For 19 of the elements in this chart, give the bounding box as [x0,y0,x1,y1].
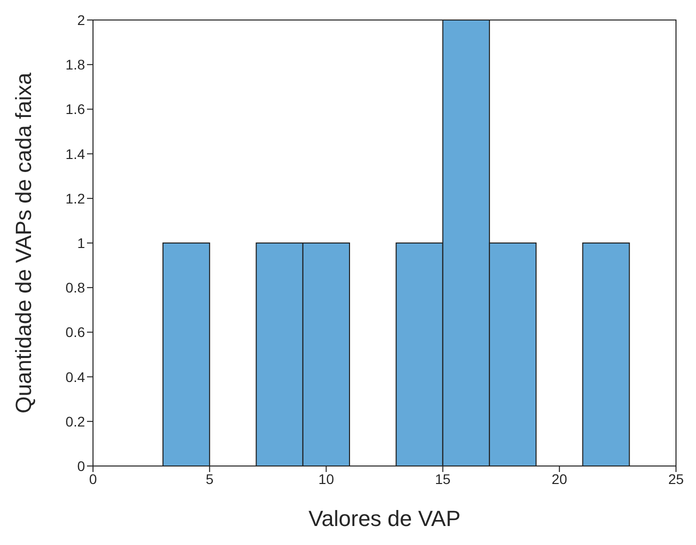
x-tick-label: 5 [206,470,214,487]
y-axis-title: Quantidade de VAPs de cada faixa [10,72,36,414]
y-tick-label: 0.6 [66,324,86,340]
x-axis-title: Valores de VAP [308,506,461,531]
x-tick-label: 0 [89,470,98,487]
y-tick-label: 0.4 [66,368,86,385]
y-tick-label: 2 [77,12,86,28]
x-tick-label: 15 [435,470,451,487]
x-tick-label: 25 [668,470,684,487]
y-tick-label: 0 [77,458,86,474]
y-tick-label: 1.6 [66,101,86,118]
y-tick-label: 1.2 [66,190,86,206]
x-tick-label: 20 [552,470,568,487]
y-tick-label: 0.8 [66,280,86,296]
x-tick-label: 10 [318,470,334,487]
y-tick-label: 0.2 [66,413,86,430]
y-tick-label: 1 [77,234,86,251]
y-tick-label: 1.8 [66,56,86,73]
y-tick-label: 1.4 [66,146,86,162]
